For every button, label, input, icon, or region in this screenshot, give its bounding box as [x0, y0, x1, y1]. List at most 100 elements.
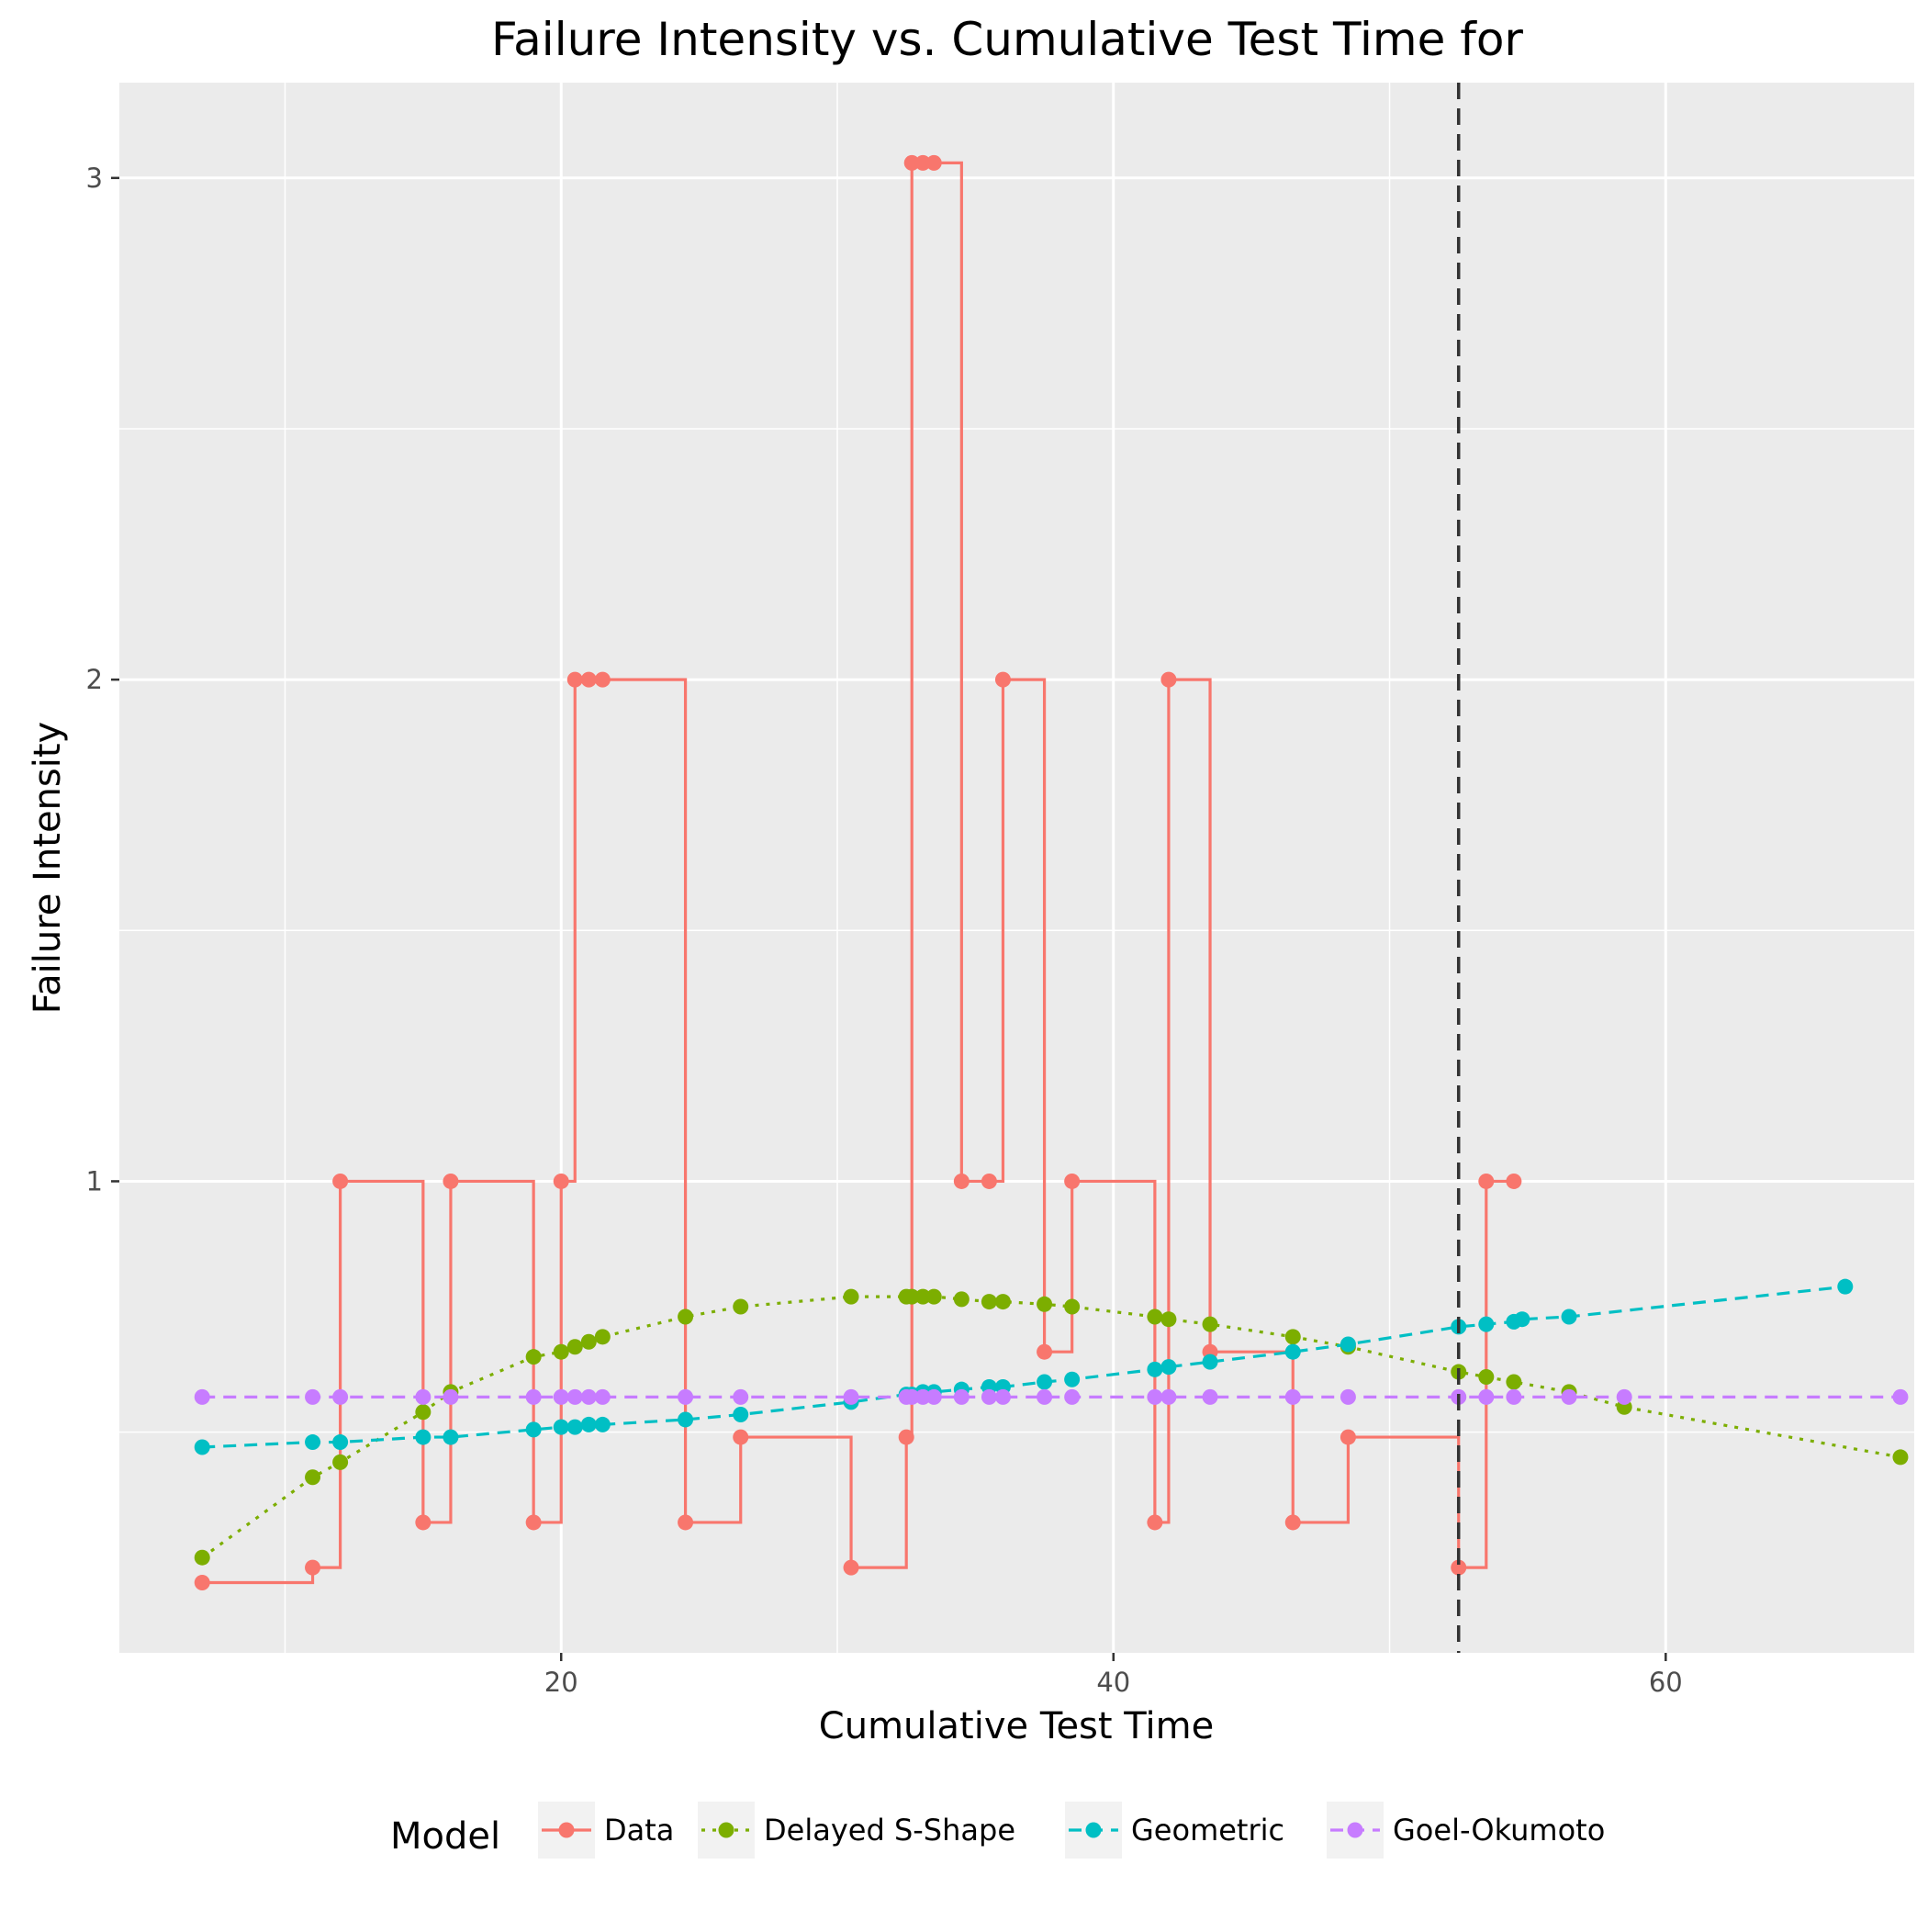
y-tick-label: 2	[86, 664, 103, 695]
data-point-data	[305, 1559, 321, 1576]
legend-label: Delayed S-Shape	[764, 1813, 1015, 1848]
data-point-data	[981, 1173, 997, 1189]
data-point-data	[994, 671, 1011, 688]
data-point-geometric	[1037, 1374, 1053, 1390]
data-point-data	[415, 1514, 432, 1531]
data-point-geometric	[1340, 1336, 1356, 1353]
data-point-goel-okumoto	[553, 1388, 569, 1405]
data-point-data	[443, 1173, 459, 1189]
data-point-goel-okumoto	[525, 1388, 542, 1405]
data-point-geometric	[566, 1419, 583, 1435]
data-point-data	[733, 1429, 749, 1445]
data-point-goel-okumoto	[1147, 1388, 1163, 1405]
legend-key-point	[1347, 1822, 1363, 1838]
data-point-geometric	[594, 1416, 611, 1432]
grid-lines	[119, 83, 1914, 1653]
series-data	[194, 154, 1522, 1591]
data-point-data	[1451, 1559, 1467, 1576]
data-point-goel-okumoto	[1561, 1388, 1577, 1405]
data-point-delayed-s-shape	[994, 1294, 1011, 1310]
legend-key-point	[1085, 1822, 1102, 1838]
x-tick-label: 40	[1096, 1667, 1130, 1698]
legend-label: Data	[604, 1813, 674, 1848]
data-point-delayed-s-shape	[903, 1288, 920, 1305]
data-point-delayed-s-shape	[1064, 1298, 1081, 1315]
x-tick-label: 60	[1649, 1667, 1683, 1698]
data-point-data	[566, 671, 583, 688]
data-point-geometric	[1160, 1359, 1177, 1376]
legend-title: Model	[390, 1815, 500, 1858]
data-point-goel-okumoto	[1064, 1388, 1081, 1405]
legend-item-delayed-s-shape: Delayed S-Shape	[698, 1802, 1015, 1859]
data-point-goel-okumoto	[332, 1388, 349, 1405]
legend-key-point	[718, 1822, 734, 1838]
data-point-goel-okumoto	[953, 1388, 970, 1405]
y-axis-title: Failure Intensity	[27, 722, 69, 1014]
data-point-data	[1064, 1173, 1081, 1189]
data-point-delayed-s-shape	[525, 1349, 542, 1365]
legend-label: Geometric	[1131, 1813, 1284, 1848]
data-point-delayed-s-shape	[914, 1288, 931, 1305]
data-point-goel-okumoto	[566, 1388, 583, 1405]
data-point-goel-okumoto	[580, 1388, 597, 1405]
chart-title: Failure Intensity vs. Cumulative Test Ti…	[491, 13, 1523, 66]
y-tick-label: 3	[86, 163, 103, 194]
data-point-delayed-s-shape	[925, 1288, 942, 1305]
data-point-delayed-s-shape	[1147, 1309, 1163, 1325]
legend-item-data: Data	[538, 1802, 674, 1859]
data-point-goel-okumoto	[1616, 1388, 1632, 1405]
data-point-data	[1478, 1173, 1495, 1189]
data-point-delayed-s-shape	[1160, 1311, 1177, 1328]
data-point-goel-okumoto	[733, 1388, 749, 1405]
data-point-data	[914, 154, 931, 171]
data-point-delayed-s-shape	[594, 1329, 611, 1345]
data-point-delayed-s-shape	[1506, 1374, 1522, 1390]
data-point-geometric	[415, 1429, 432, 1445]
legend-label: Goel-Okumoto	[1393, 1813, 1605, 1848]
data-point-goel-okumoto	[415, 1388, 432, 1405]
data-point-data	[903, 154, 920, 171]
data-point-goel-okumoto	[678, 1388, 694, 1405]
data-point-goel-okumoto	[1037, 1388, 1053, 1405]
data-point-geometric	[1202, 1354, 1218, 1370]
data-point-geometric	[1147, 1361, 1163, 1377]
data-point-data	[1284, 1514, 1301, 1531]
data-point-goel-okumoto	[1478, 1388, 1495, 1405]
legend: Model Data Delayed S-Shape Geometric Goel-O…	[390, 1802, 1605, 1859]
data-point-data	[1340, 1429, 1356, 1445]
y-tick-label: 1	[86, 1165, 103, 1196]
data-point-goel-okumoto	[914, 1388, 931, 1405]
data-point-data	[898, 1429, 914, 1445]
x-axis-title: Cumulative Test Time	[819, 1705, 1214, 1747]
legend-item-goel-okumoto: Goel-Okumoto	[1327, 1802, 1605, 1859]
plot-panel	[119, 83, 1914, 1653]
data-point-geometric	[733, 1406, 749, 1422]
data-point-data	[1506, 1173, 1522, 1189]
data-point-delayed-s-shape	[733, 1298, 749, 1315]
data-point-delayed-s-shape	[1478, 1369, 1495, 1386]
data-point-goel-okumoto	[843, 1388, 859, 1405]
series-goel-okumoto	[194, 1388, 1909, 1405]
data-point-goel-okumoto	[994, 1388, 1011, 1405]
data-point-geometric	[1064, 1371, 1081, 1387]
data-point-delayed-s-shape	[1037, 1296, 1053, 1312]
data-point-geometric	[678, 1411, 694, 1428]
data-point-data	[553, 1173, 569, 1189]
axes: 20 40 60 1 2 3	[86, 163, 1683, 1698]
data-point-goel-okumoto	[305, 1388, 321, 1405]
data-point-data	[580, 671, 597, 688]
data-point-delayed-s-shape	[981, 1294, 997, 1310]
data-point-data	[194, 1575, 210, 1591]
data-point-delayed-s-shape	[953, 1291, 970, 1308]
data-point-goel-okumoto	[1284, 1388, 1301, 1405]
data-point-geometric	[332, 1434, 349, 1451]
data-point-geometric	[194, 1439, 210, 1455]
data-point-data	[525, 1514, 542, 1531]
data-point-data	[332, 1173, 349, 1189]
data-point-data	[678, 1514, 694, 1531]
data-point-goel-okumoto	[1340, 1388, 1356, 1405]
legend-item-geometric: Geometric	[1065, 1802, 1284, 1859]
data-point-goel-okumoto	[1892, 1388, 1909, 1405]
data-point-data	[953, 1173, 970, 1189]
